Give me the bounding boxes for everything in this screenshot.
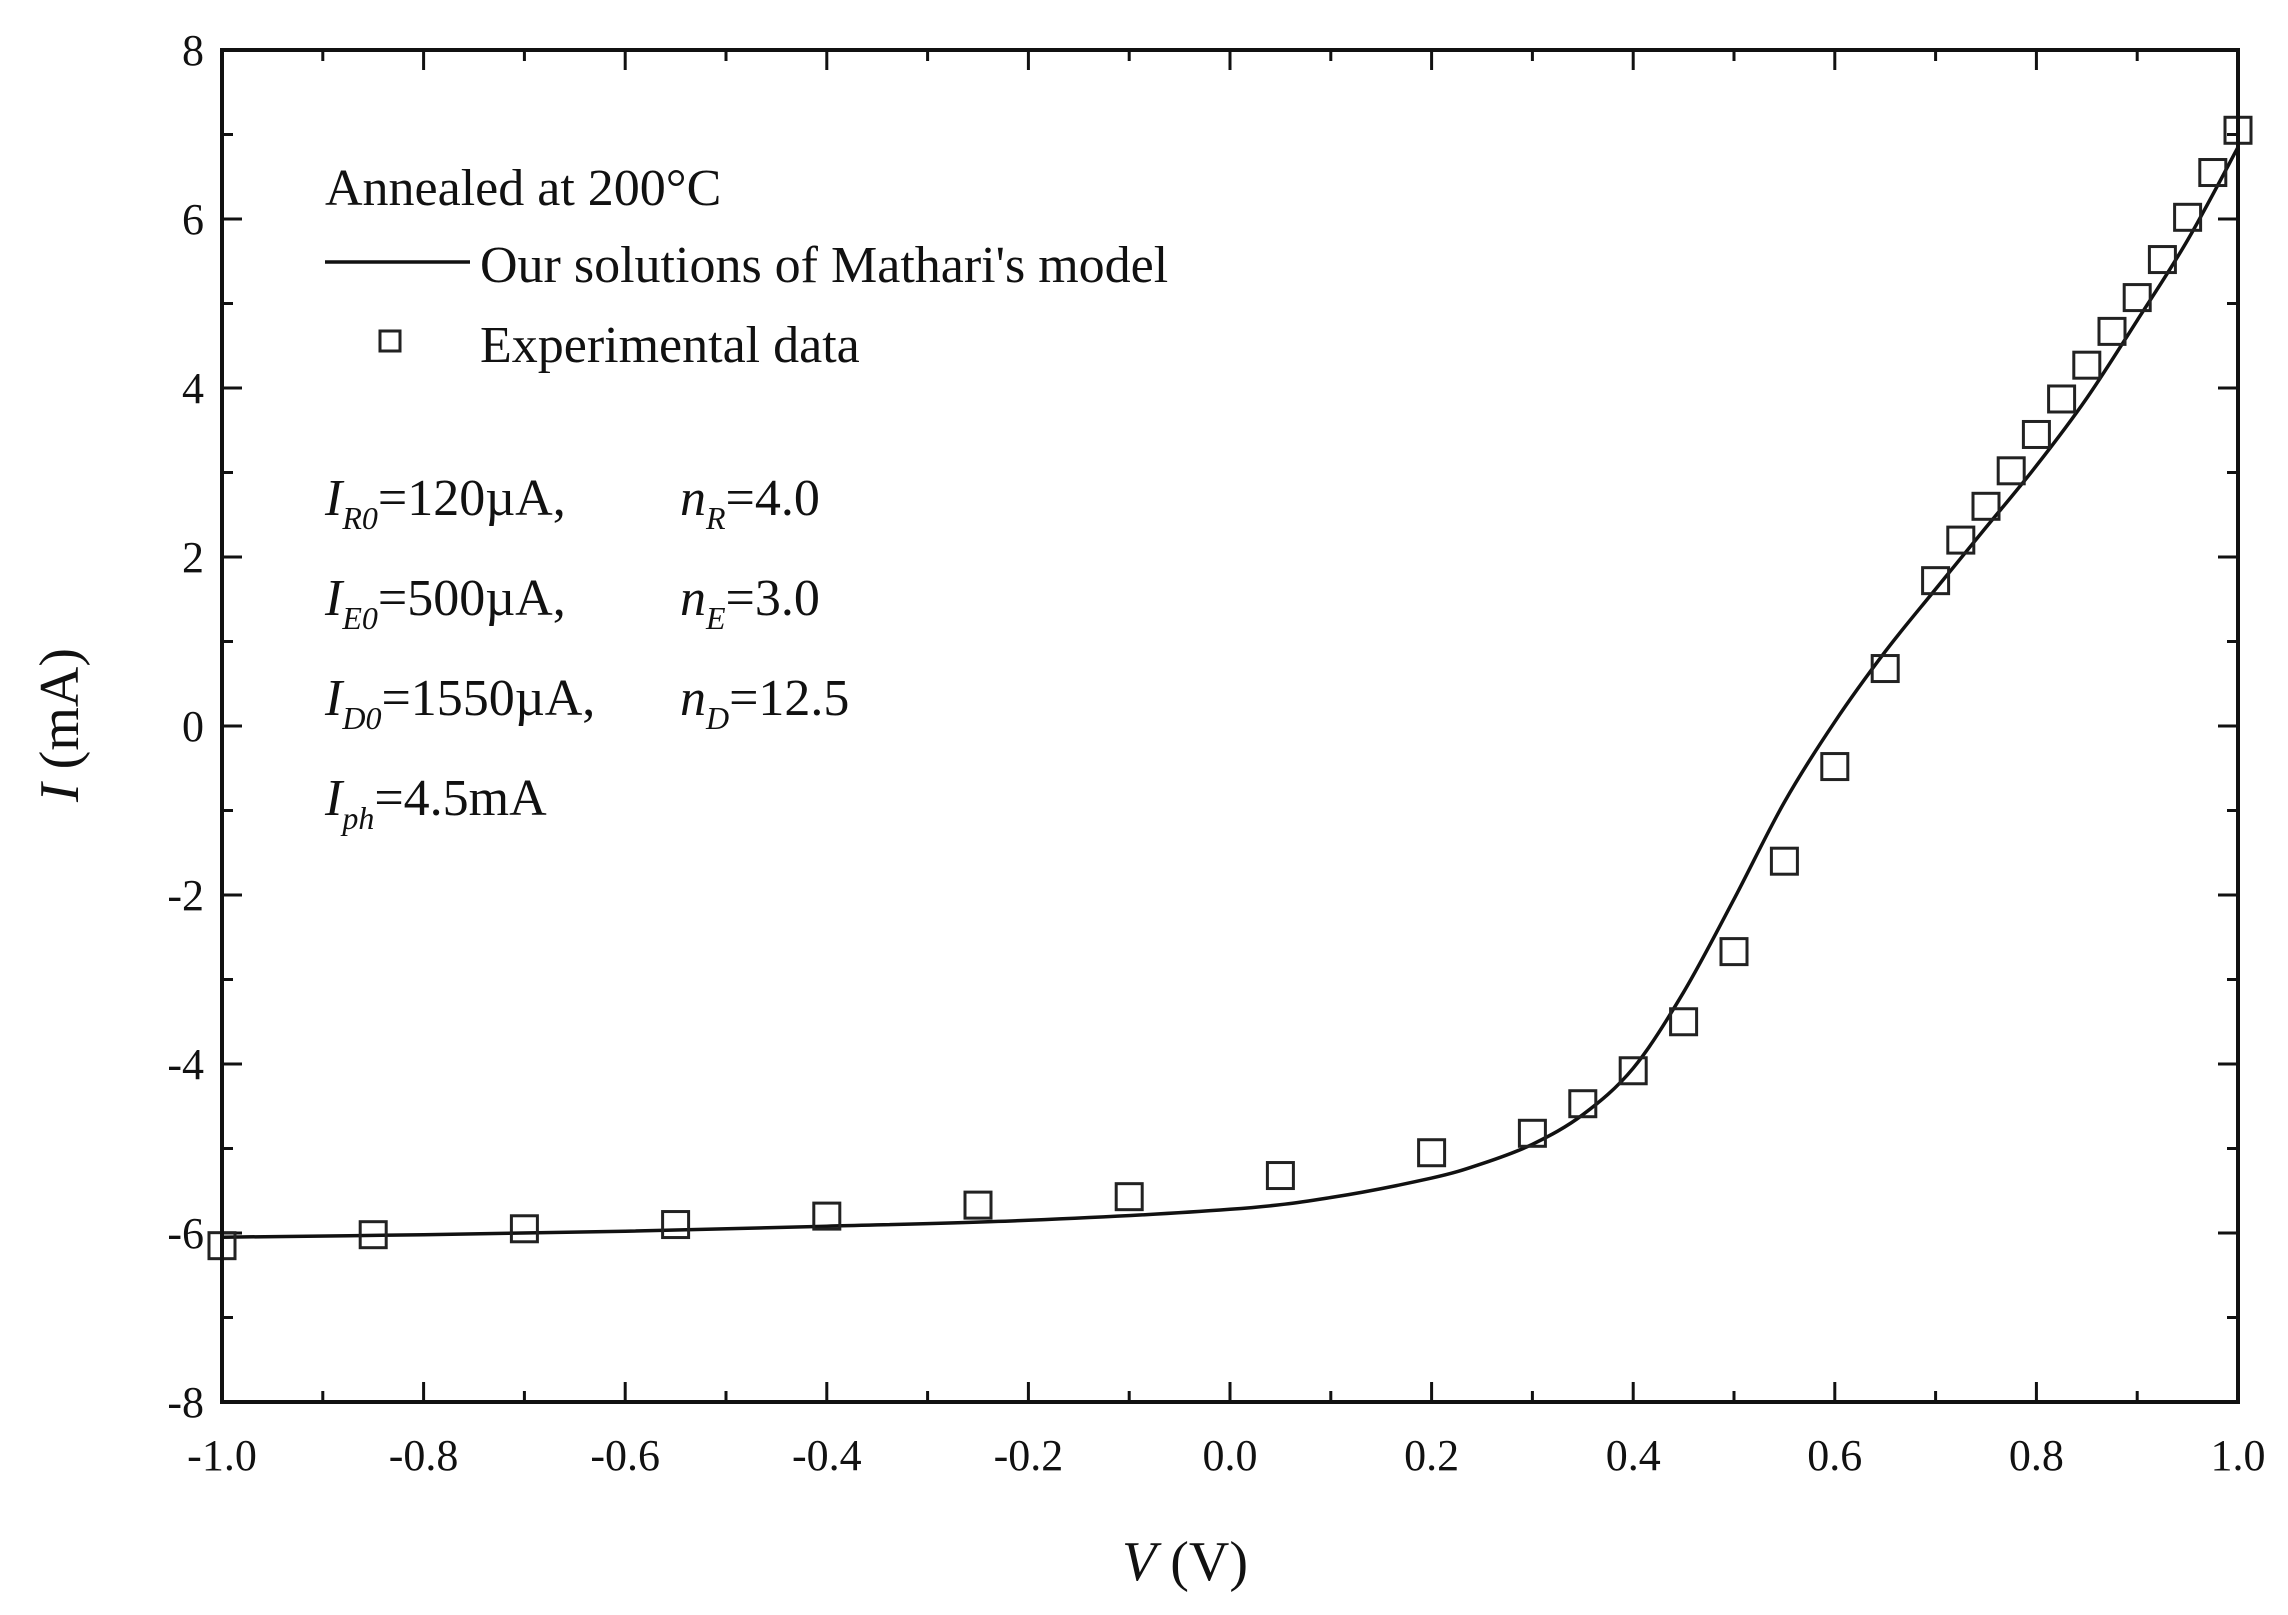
- param-value2: =3.0: [726, 570, 820, 627]
- axis-tick-labels: -1.0 -0.8 -0.6 -0.4 -0.2 0.0 0.2 0.4 0.6 0.8 1.0 -8…: [167, 26, 2265, 1480]
- plot-frame: [220, 48, 2240, 1404]
- x-tick-label: 0.8: [2009, 1431, 2064, 1480]
- y-tick-label: 6: [182, 195, 204, 244]
- data-point-experimental: [1921, 566, 1951, 596]
- data-point-experimental: [2147, 245, 2177, 275]
- data-point-experimental: [2097, 316, 2127, 346]
- param-sub: R0: [341, 500, 378, 536]
- data-point-experimental: [1417, 1138, 1447, 1168]
- x-tick-label: 0.6: [1807, 1431, 1862, 1480]
- data-point-experimental: [1820, 752, 1850, 782]
- param-value: =1550µA,: [381, 670, 595, 727]
- x-tick-label: 0.4: [1606, 1431, 1661, 1480]
- data-point-experimental: [1971, 491, 2001, 521]
- x-tick-label: -0.6: [590, 1431, 660, 1480]
- data-point-experimental: [661, 1210, 691, 1240]
- param-var: I: [324, 470, 345, 527]
- data-point-experimental: [812, 1201, 842, 1231]
- param-value: =500µA,: [378, 570, 566, 627]
- x-tick-label: -0.8: [389, 1431, 459, 1480]
- param-row-r0: IR0=120µA, nR=4.0: [324, 470, 820, 536]
- param-var: I: [324, 770, 345, 827]
- y-tick-label: -2: [167, 871, 204, 920]
- x-tick-label: -0.4: [792, 1431, 862, 1480]
- model-curve: [221, 146, 2240, 1239]
- data-point-experimental: [963, 1190, 993, 1220]
- param-sub2: R: [705, 500, 726, 536]
- data-point-experimental: [1669, 1007, 1699, 1037]
- param-var: I: [324, 570, 345, 627]
- data-point-experimental: [1769, 846, 1799, 876]
- param-row-d0: ID0=1550µA, nD=12.5: [324, 670, 849, 736]
- y-tick-label: -4: [167, 1040, 204, 1089]
- legend-title: Annealed at 200°C: [325, 160, 721, 217]
- param-sub: D0: [341, 700, 381, 736]
- data-point-experimental: [1996, 456, 2026, 486]
- x-tick-label: 1.0: [2211, 1431, 2266, 1480]
- parameter-annotations: IR0=120µA, nR=4.0 IE0=500µA, nE=3.0 ID0=15…: [324, 470, 849, 836]
- param-row-e0: IE0=500µA, nE=3.0: [324, 570, 820, 636]
- x-tick-label: -1.0: [187, 1431, 257, 1480]
- param-sub2: D: [705, 700, 729, 736]
- x-axis-title: V (V): [1122, 1531, 1248, 1593]
- data-point-experimental: [1719, 937, 1749, 967]
- data-point-experimental: [1114, 1182, 1144, 1212]
- y-axis-unit: (mA): [29, 648, 91, 783]
- param-var2: n: [680, 470, 706, 527]
- param-var2: n: [680, 570, 706, 627]
- x-axis-var: V: [1122, 1531, 1162, 1593]
- x-tick-label: 0.2: [1404, 1431, 1459, 1480]
- param-value2: =12.5: [729, 670, 849, 727]
- param-row-ph: Iph=4.5mA: [324, 770, 547, 836]
- data-point-experimental: [2047, 384, 2077, 414]
- param-value2: =4.0: [726, 470, 820, 527]
- data-point-experimental: [1265, 1161, 1295, 1191]
- y-axis-title: I (mA): [29, 648, 91, 803]
- param-value: =4.5mA: [374, 770, 547, 827]
- data-point-experimental: [2072, 350, 2102, 380]
- param-sub: E0: [341, 600, 378, 636]
- data-point-experimental: [1618, 1056, 1648, 1086]
- legend-square-swatch: [378, 329, 402, 353]
- y-axis-var: I: [29, 781, 91, 803]
- data-point-experimental: [1568, 1089, 1598, 1119]
- data-point-experimental: [2173, 202, 2203, 232]
- param-value: =120µA,: [378, 470, 566, 527]
- legend: Annealed at 200°C Our solutions of Matha…: [325, 160, 1168, 374]
- data-point-experimental: [2122, 283, 2152, 313]
- data-point-experimental: [1517, 1118, 1547, 1148]
- data-point-experimental: [1870, 654, 1900, 684]
- data-point-experimental: [358, 1220, 388, 1250]
- x-tick-label: -0.2: [994, 1431, 1064, 1480]
- x-axis-unit: (V): [1156, 1531, 1248, 1593]
- legend-label-experimental: Experimental data: [480, 317, 860, 374]
- y-tick-label: 8: [182, 26, 204, 75]
- y-tick-label: 0: [182, 702, 204, 751]
- y-tick-label: 4: [182, 364, 204, 413]
- param-var: I: [324, 670, 345, 727]
- data-point-experimental: [509, 1214, 539, 1244]
- param-sub2: E: [705, 600, 726, 636]
- data-point-experimental: [1946, 525, 1976, 555]
- plot-series: [207, 115, 2253, 1261]
- param-var2: n: [680, 670, 706, 727]
- legend-label-model: Our solutions of Mathari's model: [480, 237, 1168, 294]
- x-tick-label: 0.0: [1203, 1431, 1258, 1480]
- data-point-experimental: [2198, 158, 2228, 188]
- data-point-experimental: [2021, 419, 2051, 449]
- param-sub: ph: [340, 800, 374, 836]
- y-tick-label: 2: [182, 533, 204, 582]
- y-tick-label: -6: [167, 1209, 204, 1258]
- y-tick-label: -8: [167, 1378, 204, 1427]
